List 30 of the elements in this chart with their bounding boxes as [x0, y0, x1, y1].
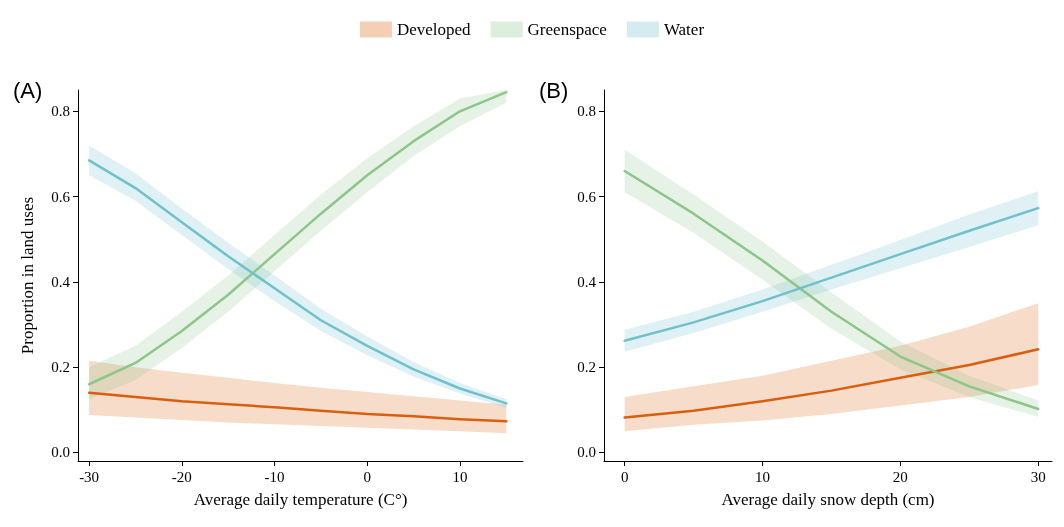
x-tick-label: 10 — [452, 468, 468, 485]
x-axis-title: Average daily snow depth (cm) — [721, 490, 935, 509]
x-axis-title: Average daily temperature (C°) — [193, 490, 408, 509]
y-axis-title: Proportion in land uses — [18, 196, 37, 355]
x-tick-label: 20 — [892, 468, 908, 485]
legend-label: Water — [663, 20, 705, 39]
y-tick-label: 0.4 — [577, 273, 597, 290]
x-tick-label: -30 — [79, 468, 100, 485]
y-tick-label: 0.2 — [51, 359, 70, 376]
x-tick-label: 0 — [620, 468, 629, 485]
line-series — [87, 391, 508, 423]
chart-title: (A) — [13, 77, 43, 103]
x-tick-label: -10 — [264, 468, 285, 485]
line-series — [623, 206, 1040, 342]
line-series — [623, 348, 1040, 419]
legend-label: Greenspace — [527, 20, 607, 39]
x-tick-label: -20 — [171, 468, 192, 485]
x-tick-label: 0 — [363, 468, 371, 485]
y-tick-label: 0.6 — [51, 188, 71, 205]
legend-label: Developed — [396, 20, 472, 39]
y-tick-label: 0.0 — [577, 444, 596, 461]
y-tick-label: 0.8 — [51, 103, 70, 120]
x-tick-label: 30 — [1030, 468, 1046, 485]
y-tick-label: 0.4 — [51, 273, 71, 290]
y-tick-label: 0.0 — [51, 444, 70, 461]
y-tick-label: 0.2 — [577, 359, 596, 376]
y-tick-label: 0.6 — [577, 188, 597, 205]
x-tick-label: 10 — [755, 468, 771, 485]
y-tick-label: 0.8 — [577, 103, 596, 120]
chart-title: (B) — [539, 77, 569, 103]
